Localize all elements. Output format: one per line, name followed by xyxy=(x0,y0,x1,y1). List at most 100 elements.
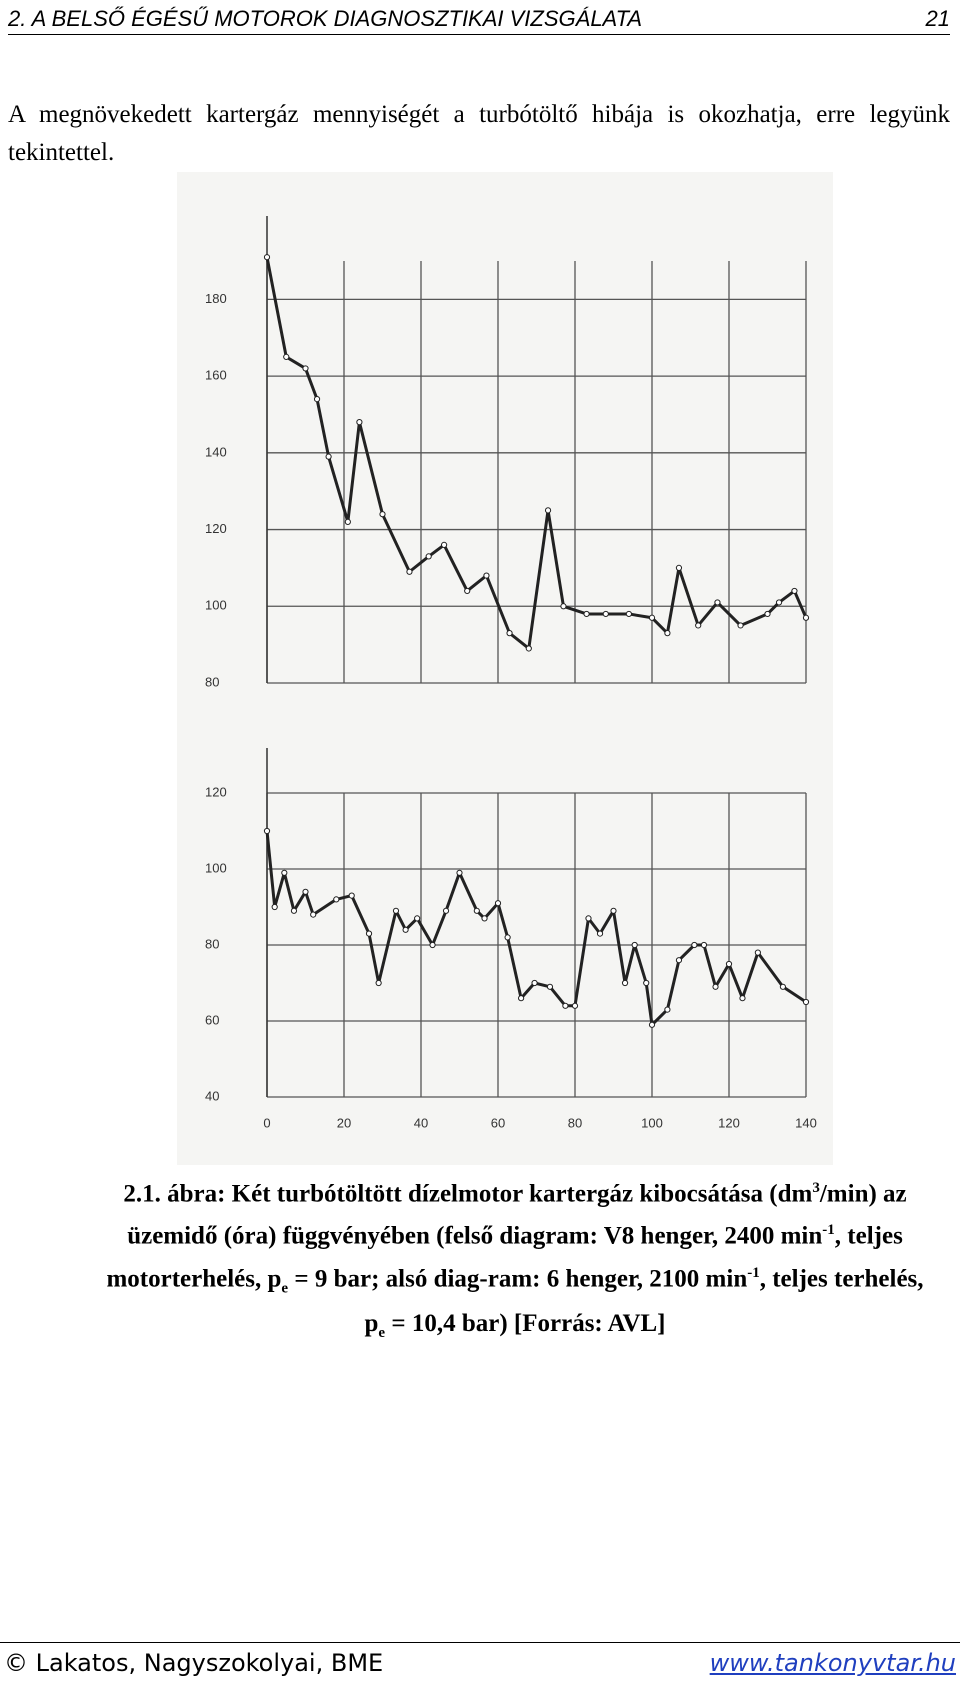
data-point xyxy=(631,941,638,949)
data-point xyxy=(754,949,761,956)
data-point xyxy=(481,915,488,922)
y-tick-label: 60 xyxy=(205,1012,219,1027)
data-point xyxy=(442,907,450,914)
x-tick-label: 100 xyxy=(641,1115,663,1130)
caption-sub: e xyxy=(281,1279,289,1296)
data-point xyxy=(585,915,592,922)
data-point xyxy=(406,568,413,575)
y-tick-label: 100 xyxy=(205,860,227,875)
footer-link[interactable]: www.tankonyvtar.hu xyxy=(709,1649,956,1677)
data-point xyxy=(791,587,798,595)
y-tick-label: 140 xyxy=(205,444,227,459)
x-tick-label: 120 xyxy=(718,1115,740,1130)
data-point xyxy=(737,622,744,629)
header-title: 2. A BELSŐ ÉGÉSŰ MOTOROK DIAGNOSZTIKAI V… xyxy=(8,6,643,31)
y-tick-label: 120 xyxy=(205,784,227,799)
data-point xyxy=(518,995,525,1002)
data-point xyxy=(506,630,513,637)
footer-credit: © Lakatos, Nagyszokolyai, BME xyxy=(4,1649,384,1677)
caption-sup: 3 xyxy=(812,1180,820,1196)
figure-caption: 2.1. ábra: Két turbótöltött dízelmotor k… xyxy=(100,1170,930,1351)
data-point xyxy=(560,603,567,610)
data-point xyxy=(691,941,698,949)
data-point xyxy=(764,610,771,618)
data-point xyxy=(779,983,787,990)
data-point xyxy=(802,998,810,1006)
figure-background xyxy=(177,172,833,1165)
caption-text: /min) az üzemidő (óra) függvényében (fel… xyxy=(127,1180,907,1250)
data-point xyxy=(664,630,671,637)
data-point xyxy=(700,941,708,949)
data-point xyxy=(610,907,617,914)
data-point xyxy=(675,957,683,964)
data-point xyxy=(375,979,382,987)
data-point xyxy=(725,960,733,968)
x-tick-label: 20 xyxy=(337,1115,351,1130)
y-tick-label: 80 xyxy=(205,674,219,689)
data-point xyxy=(302,888,309,895)
data-point xyxy=(643,979,650,987)
x-tick-label: 40 xyxy=(414,1115,428,1130)
data-point xyxy=(429,941,436,949)
caption-text: , teljes terhelés, p xyxy=(364,1264,924,1337)
data-point xyxy=(544,507,552,514)
caption-text: = 9 bar; alsó diag-ram: 6 henger, 2100 m… xyxy=(288,1264,748,1292)
y-tick-label: 40 xyxy=(205,1088,219,1103)
data-point xyxy=(281,869,288,876)
data-point xyxy=(302,365,309,372)
caption-text: 2.1. ábra: Két turbótöltött dízelmotor k… xyxy=(123,1180,813,1208)
data-point xyxy=(695,622,702,629)
data-point xyxy=(562,1002,569,1009)
data-point xyxy=(494,900,502,907)
y-tick-label: 160 xyxy=(205,368,227,383)
data-point xyxy=(473,907,480,914)
caption-text: = 10,4 bar) [Forrás: AVL] xyxy=(385,1309,666,1337)
data-point xyxy=(739,995,746,1002)
y-tick-label: 100 xyxy=(205,598,227,613)
data-point xyxy=(333,896,340,903)
data-point xyxy=(625,610,633,618)
y-tick-label: 80 xyxy=(205,936,219,951)
data-point xyxy=(402,926,409,933)
data-point xyxy=(525,645,532,652)
data-point xyxy=(712,983,719,990)
caption-text: , teljes motorterhelés, p xyxy=(106,1222,903,1292)
caption-sub: e xyxy=(378,1324,386,1341)
data-point xyxy=(504,934,511,941)
data-point xyxy=(441,541,448,548)
data-point xyxy=(483,572,490,579)
data-point xyxy=(313,396,321,403)
data-point xyxy=(464,587,471,595)
data-point xyxy=(348,892,355,899)
data-point xyxy=(325,453,332,460)
data-point xyxy=(714,599,721,606)
data-point xyxy=(425,553,432,560)
x-tick-label: 0 xyxy=(263,1115,270,1130)
running-header: 2. A BELSŐ ÉGÉSŰ MOTOROK DIAGNOSZTIKAI V… xyxy=(8,4,950,35)
data-point xyxy=(621,979,629,987)
y-tick-label: 120 xyxy=(205,521,227,536)
data-point xyxy=(802,614,810,621)
data-point xyxy=(283,353,290,361)
page-number: 21 xyxy=(925,6,950,31)
x-tick-label: 140 xyxy=(795,1115,817,1130)
data-point xyxy=(356,419,363,426)
data-point xyxy=(602,610,609,618)
data-point xyxy=(596,930,604,937)
data-point xyxy=(456,869,463,876)
caption-sup: -1 xyxy=(747,1264,760,1281)
x-tick-label: 60 xyxy=(491,1115,505,1130)
data-point xyxy=(414,915,421,922)
data-line xyxy=(265,256,808,650)
data-point xyxy=(344,518,351,525)
data-point xyxy=(648,1021,656,1028)
data-point xyxy=(263,254,271,261)
data-point xyxy=(664,1006,671,1013)
data-point xyxy=(648,614,656,621)
data-point xyxy=(263,827,271,835)
data-point xyxy=(392,907,400,914)
x-tick-label: 80 xyxy=(568,1115,582,1130)
